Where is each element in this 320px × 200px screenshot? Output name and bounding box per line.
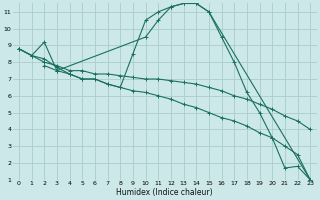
X-axis label: Humidex (Indice chaleur): Humidex (Indice chaleur) (116, 188, 213, 197)
